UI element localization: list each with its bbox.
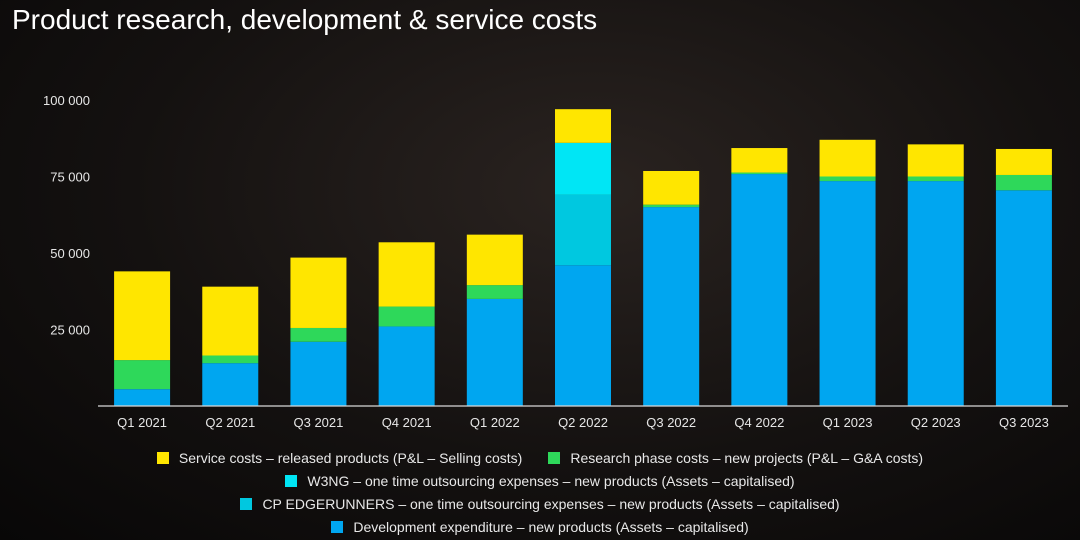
legend-item: W3NG – one time outsourcing expenses – n… — [285, 472, 795, 489]
legend-label: Development expenditure – new products (… — [353, 518, 749, 535]
bar-segment — [114, 271, 171, 361]
x-tick-label: Q2 2022 — [558, 415, 608, 430]
x-tick-label: Q1 2022 — [470, 415, 520, 430]
bar-segment — [202, 355, 259, 364]
x-tick-label: Q1 2023 — [823, 415, 873, 430]
x-axis-ticks: Q1 2021 Q2 2021 Q3 2021 Q4 2021 Q1 2022 Q2 20… — [117, 415, 1049, 430]
bar-segment — [114, 360, 171, 390]
bar-segment — [555, 265, 611, 406]
y-tick-label: 50 000 — [50, 246, 90, 261]
legend: Service costs – released products (P&L –… — [0, 446, 1080, 538]
legend-item: Research phase costs – new projects (P&L… — [548, 450, 923, 466]
bar-segment — [819, 176, 876, 182]
legend-label: W3NG – one time outsourcing expenses – n… — [307, 472, 795, 489]
legend-swatch — [285, 474, 298, 487]
legend-label: Research phase costs – new projects (P&L… — [570, 449, 924, 466]
stacked-bar-chart: 25 000 50 000 75 000 100 000 Q1 2021 Q2 2021… — [43, 93, 1068, 430]
bar-segment — [907, 176, 964, 182]
y-axis-ticks: 25 000 50 000 75 000 100 000 — [43, 93, 90, 338]
chart-title: Product research, development & service … — [12, 4, 598, 35]
legend-item: Development expenditure – new products (… — [331, 518, 749, 535]
legend-swatch — [240, 497, 253, 510]
legend-row: CP EDGERUNNERS – one time outsourcing ex… — [0, 492, 1080, 515]
bar-segment — [731, 172, 788, 175]
x-tick-label: Q4 2022 — [734, 415, 784, 430]
bar-segment — [202, 286, 259, 356]
bar-segment — [466, 234, 523, 286]
bar-segment — [555, 194, 611, 266]
x-tick-label: Q3 2021 — [294, 415, 344, 430]
x-tick-label: Q1 2021 — [117, 415, 167, 430]
bar-segment — [290, 327, 347, 342]
y-tick-label: 100 000 — [43, 93, 90, 108]
bar-segment — [114, 389, 171, 406]
bar-segment — [290, 257, 347, 328]
bar-segment — [555, 142, 611, 195]
bar-segment — [907, 144, 964, 177]
legend-item: CP EDGERUNNERS – one time outsourcing ex… — [240, 495, 840, 512]
bar-segment — [202, 363, 259, 406]
bar-segment — [907, 181, 964, 406]
legend-item: Service costs – released products (P&L –… — [156, 449, 523, 466]
bar-segment — [378, 326, 435, 406]
x-tick-label: Q4 2021 — [382, 415, 432, 430]
bar-segment — [466, 285, 523, 299]
x-tick-label: Q3 2023 — [999, 415, 1049, 430]
legend-swatch — [156, 451, 169, 464]
y-tick-label: 75 000 — [50, 170, 90, 185]
bar-segment — [819, 181, 876, 406]
x-tick-label: Q2 2023 — [911, 415, 961, 430]
legend-row: Service costs – released products (P&L –… — [0, 446, 1080, 469]
legend-label: CP EDGERUNNERS – one time outsourcing ex… — [262, 495, 840, 512]
bar-segment — [555, 109, 611, 143]
x-tick-label: Q3 2022 — [646, 415, 696, 430]
bars — [114, 109, 1052, 406]
bar-segment — [819, 139, 876, 177]
x-tick-label: Q2 2021 — [205, 415, 255, 430]
bar-segment — [378, 242, 435, 307]
bar-segment — [995, 148, 1052, 175]
legend-swatch — [331, 520, 344, 533]
bar-segment — [643, 204, 700, 208]
legend-row: Development expenditure – new products (… — [0, 515, 1080, 538]
legend-label: Service costs – released products (P&L –… — [178, 449, 523, 466]
bar-segment — [995, 174, 1052, 191]
bar-segment — [643, 170, 700, 205]
bar-segment — [731, 148, 788, 173]
bar-segment — [466, 298, 523, 406]
bar-segment — [378, 306, 435, 327]
bar-segment — [290, 341, 347, 406]
y-tick-label: 25 000 — [50, 323, 90, 338]
bar-segment — [995, 190, 1052, 406]
bar-segment — [643, 207, 700, 406]
legend-row: W3NG – one time outsourcing expenses – n… — [0, 469, 1080, 492]
bar-segment — [731, 174, 788, 406]
legend-swatch — [548, 451, 561, 464]
